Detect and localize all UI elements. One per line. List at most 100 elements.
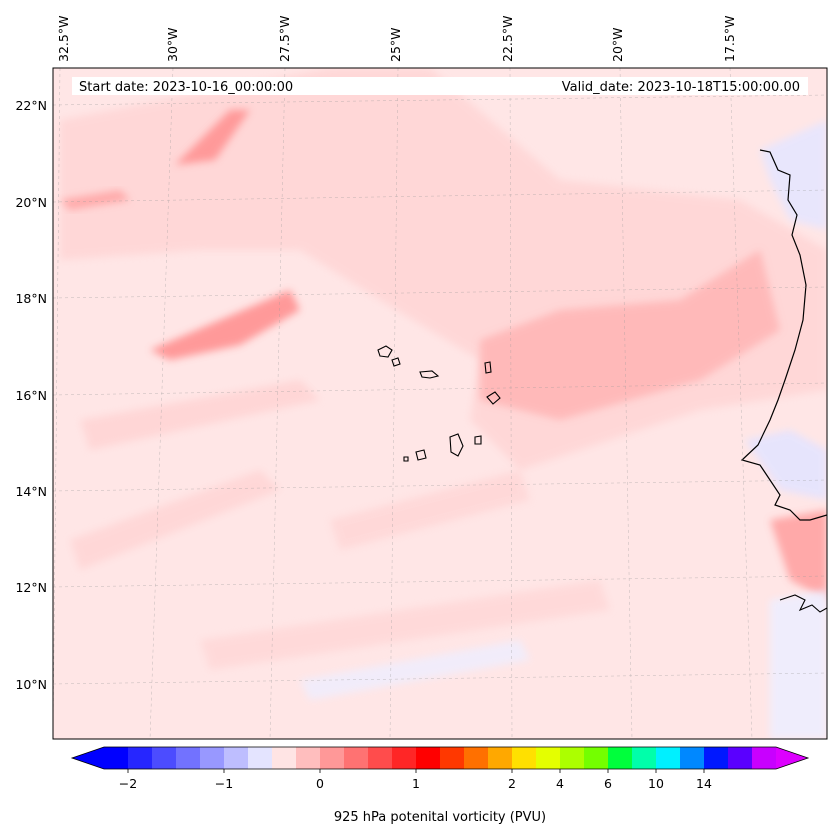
pv-max-coast bbox=[770, 510, 827, 600]
pv-low-patch bbox=[745, 430, 827, 500]
lon-label: 22.5°W bbox=[500, 16, 515, 62]
colorbar-cell bbox=[464, 747, 489, 769]
colorbar-cell bbox=[128, 747, 153, 769]
meridian bbox=[509, 68, 513, 739]
colorbar-cell bbox=[704, 747, 729, 769]
meridian bbox=[149, 68, 174, 739]
colorbar-cell bbox=[488, 747, 513, 769]
colorbar-cell bbox=[272, 747, 297, 769]
lat-label: 18°N bbox=[15, 291, 47, 306]
lat-label: 14°N bbox=[15, 484, 47, 499]
colorbar-cell bbox=[536, 747, 561, 769]
meridian bbox=[729, 68, 753, 739]
colorbar-cell bbox=[224, 747, 249, 769]
start-date-label: Start date: 2023-10-16_00:00:00 bbox=[79, 80, 293, 95]
colorbar-cell bbox=[320, 747, 345, 769]
colorbar-cell bbox=[728, 747, 753, 769]
meridian bbox=[619, 68, 633, 739]
pv-max-3 bbox=[60, 190, 130, 210]
coastline bbox=[740, 149, 827, 521]
island bbox=[403, 456, 409, 462]
colorbar-cell bbox=[392, 747, 417, 769]
lat-label: 12°N bbox=[15, 580, 47, 595]
pv-streak bbox=[200, 580, 610, 670]
colorbar-cell bbox=[632, 747, 657, 769]
island bbox=[474, 435, 482, 445]
colorbar-cell bbox=[440, 747, 465, 769]
colorbar-label: 925 hPa potenital vorticity (PVU) bbox=[334, 810, 546, 825]
colorbar-cell bbox=[200, 747, 225, 769]
lat-label: 10°N bbox=[15, 677, 47, 692]
colorbar-tick-label: 10 bbox=[648, 776, 664, 791]
colorbar-tick-label: 1 bbox=[412, 776, 420, 791]
colorbar-outline bbox=[70, 746, 810, 770]
coastline-south bbox=[779, 594, 827, 613]
pv-streak bbox=[80, 380, 320, 450]
date-label-box bbox=[72, 77, 808, 95]
island bbox=[449, 433, 464, 457]
pv-low-patch bbox=[770, 590, 827, 739]
pv-max-2 bbox=[175, 110, 250, 165]
pv-field bbox=[53, 68, 827, 739]
meridian bbox=[53, 68, 61, 739]
colorbar-cell bbox=[560, 747, 585, 769]
colorbar-cell bbox=[176, 747, 201, 769]
island bbox=[377, 345, 393, 358]
colorbar-tick-label: −1 bbox=[215, 776, 233, 791]
meridian bbox=[389, 68, 399, 739]
colorbar-cell bbox=[248, 747, 273, 769]
colorbar-cell bbox=[416, 747, 441, 769]
island bbox=[415, 449, 427, 461]
colorbar-tick-label: 0 bbox=[316, 776, 324, 791]
colorbar-cell bbox=[344, 747, 369, 769]
colorbar-cell bbox=[584, 747, 609, 769]
lon-label: 30°W bbox=[165, 27, 180, 62]
colorbar-tick-label: 4 bbox=[556, 776, 564, 791]
lon-label: 25°W bbox=[388, 27, 403, 62]
pv-low-patch bbox=[760, 120, 827, 230]
colorbar-cells bbox=[104, 747, 777, 769]
map-panel: Start date: 2023-10-16_00:00:00 Valid_da… bbox=[52, 67, 828, 740]
island bbox=[486, 391, 501, 405]
pv-band-strong bbox=[480, 250, 780, 420]
island bbox=[391, 357, 401, 367]
colorbar-tick-label: 2 bbox=[508, 776, 516, 791]
colorbar-cell bbox=[656, 747, 681, 769]
colorbar-cell bbox=[296, 747, 321, 769]
colorbar-extend-low bbox=[72, 747, 104, 769]
gridlines bbox=[53, 68, 827, 739]
lon-labels: 32.5°W 30°W 27.5°W 25°W 22.5°W 20°W 17.5… bbox=[56, 16, 737, 62]
colorbar-cell bbox=[104, 747, 129, 769]
colorbar-tick-label: 14 bbox=[696, 776, 712, 791]
pv-streak bbox=[330, 470, 530, 550]
colorbar-tick-label: 6 bbox=[604, 776, 612, 791]
cape-verde-islands bbox=[377, 345, 501, 462]
lon-label: 17.5°W bbox=[722, 16, 737, 62]
lat-label: 20°N bbox=[15, 195, 47, 210]
meridian bbox=[269, 68, 286, 739]
island bbox=[419, 370, 440, 379]
pv-max-1 bbox=[150, 290, 300, 360]
pv-streak bbox=[70, 470, 280, 570]
pv-low-patch bbox=[300, 640, 530, 700]
lon-label: 27.5°W bbox=[277, 16, 292, 62]
colorbar-cell bbox=[608, 747, 633, 769]
colorbar-tick-label: −2 bbox=[119, 776, 137, 791]
colorbar-cell bbox=[752, 747, 777, 769]
colorbar-cell bbox=[680, 747, 705, 769]
lon-label: 20°W bbox=[610, 27, 625, 62]
lat-label: 16°N bbox=[15, 388, 47, 403]
valid-date-label: Valid_date: 2023-10-18T15:00:00.00 bbox=[562, 80, 800, 95]
colorbar: −2 −1 0 1 2 4 6 10 14 925 hPa potenital vorticit… bbox=[70, 746, 810, 825]
lat-labels: 22°N 20°N 18°N 16°N 14°N 12°N 10°N bbox=[15, 98, 47, 692]
lat-label: 22°N bbox=[15, 98, 47, 113]
map-frame bbox=[52, 67, 828, 740]
island bbox=[484, 361, 492, 374]
colorbar-cell bbox=[152, 747, 177, 769]
colorbar-cell bbox=[368, 747, 393, 769]
colorbar-ticks: −2 −1 0 1 2 4 6 10 14 bbox=[119, 769, 712, 791]
lon-label: 32.5°W bbox=[56, 16, 71, 62]
colorbar-extend-high bbox=[776, 747, 808, 769]
colorbar-cell bbox=[512, 747, 537, 769]
